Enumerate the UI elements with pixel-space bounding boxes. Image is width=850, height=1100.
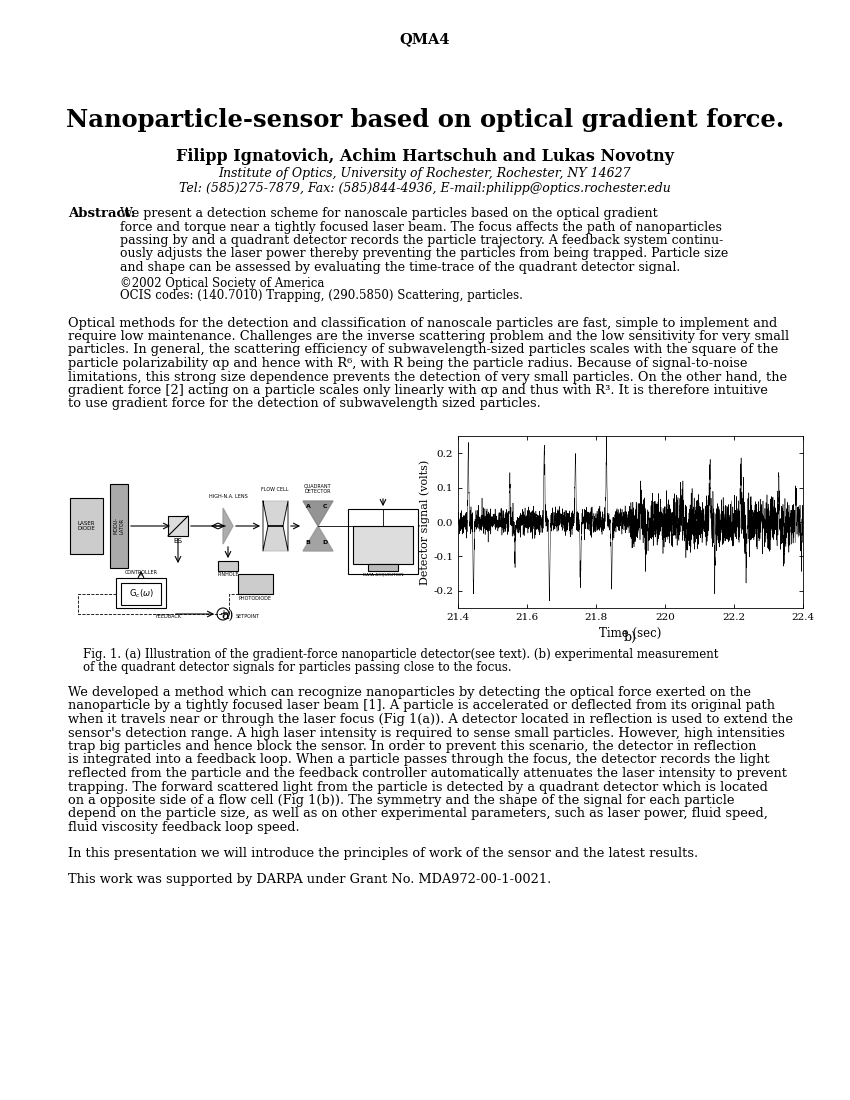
Text: Institute of Optics, University of Rochester, Rochester, NY 14627: Institute of Optics, University of Roche… <box>218 167 632 180</box>
Text: limitations, this strong size dependence prevents the detection of very small pa: limitations, this strong size dependence… <box>68 371 787 384</box>
Text: a): a) <box>222 610 235 623</box>
Bar <box>70 498 103 554</box>
Text: B: B <box>305 540 310 544</box>
Text: Abstract:: Abstract: <box>68 207 135 220</box>
Text: QUADRANT: QUADRANT <box>304 484 332 490</box>
Text: force and torque near a tightly focused laser beam. The focus affects the path o: force and torque near a tightly focused … <box>120 220 722 233</box>
Polygon shape <box>303 500 333 526</box>
Text: particles. In general, the scattering efficiency of subwavelength-sized particle: particles. In general, the scattering ef… <box>68 343 779 356</box>
Text: This work was supported by DARPA under Grant No. MDA972-00-1-0021.: This work was supported by DARPA under G… <box>68 873 552 886</box>
Text: MODU-
LATOR: MODU- LATOR <box>114 517 124 535</box>
Bar <box>368 564 398 571</box>
Text: on a opposite side of a flow cell (Fig 1(b)). The symmetry and the shape of the : on a opposite side of a flow cell (Fig 1… <box>68 794 734 807</box>
Text: DATA ACQUISITION: DATA ACQUISITION <box>363 573 403 578</box>
Text: when it travels near or through the laser focus (Fig 1(a)). A detector located i: when it travels near or through the lase… <box>68 713 793 726</box>
Text: PHOTODIODE: PHOTODIODE <box>239 596 271 601</box>
Text: ously adjusts the laser power thereby preventing the particles from being trappe: ously adjusts the laser power thereby pr… <box>120 248 728 261</box>
Bar <box>348 509 418 574</box>
Text: Nanoparticle-sensor based on optical gradient force.: Nanoparticle-sensor based on optical gra… <box>65 108 784 132</box>
Text: Optical methods for the detection and classification of nanoscale particles are : Optical methods for the detection and cl… <box>68 317 777 330</box>
Text: trapping. The forward scattered light from the particle is detected by a quadran: trapping. The forward scattered light fr… <box>68 781 768 793</box>
Text: trap big particles and hence block the sensor. In order to prevent this scenario: trap big particles and hence block the s… <box>68 740 756 754</box>
Text: passing by and a quadrant detector records the particle trajectory. A feedback s: passing by and a quadrant detector recor… <box>120 234 723 248</box>
Text: sensor's detection range. A high laser intensity is required to sense small part: sensor's detection range. A high laser i… <box>68 726 785 739</box>
Bar <box>218 561 238 571</box>
Text: of the quadrant detector signals for particles passing close to the focus.: of the quadrant detector signals for par… <box>83 661 512 674</box>
Text: reflected from the particle and the feedback controller automatically attenuates: reflected from the particle and the feed… <box>68 767 787 780</box>
X-axis label: Time (sec): Time (sec) <box>599 627 661 640</box>
Text: FLOW CELL: FLOW CELL <box>261 487 289 492</box>
Bar <box>238 574 273 594</box>
Text: nanoparticle by a tightly focused laser beam [1]. A particle is accelerated or d: nanoparticle by a tightly focused laser … <box>68 700 775 713</box>
Text: is integrated into a feedback loop. When a particle passes through the focus, th: is integrated into a feedback loop. When… <box>68 754 769 767</box>
Bar <box>110 484 128 568</box>
Text: FEEDBACK: FEEDBACK <box>155 614 181 619</box>
Polygon shape <box>223 508 233 544</box>
Text: OCIS codes: (140.7010) Trapping, (290.5850) Scattering, particles.: OCIS codes: (140.7010) Trapping, (290.58… <box>120 289 523 302</box>
Text: particle polarizability αp and hence with R⁶, with R being the particle radius. : particle polarizability αp and hence wit… <box>68 358 747 370</box>
Bar <box>121 583 161 605</box>
Text: HIGH-N.A. LENS: HIGH-N.A. LENS <box>208 494 247 499</box>
Text: to use gradient force for the detection of subwavelength sized particles.: to use gradient force for the detection … <box>68 397 541 410</box>
Text: Filipp Ignatovich, Achim Hartschuh and Lukas Novotny: Filipp Ignatovich, Achim Hartschuh and L… <box>176 148 674 165</box>
Text: SETPOINT: SETPOINT <box>236 614 260 619</box>
Text: and shape can be assessed by evaluating the time-trace of the quadrant detector : and shape can be assessed by evaluating … <box>120 261 680 274</box>
Text: require low maintenance. Challenges are the inverse scattering problem and the l: require low maintenance. Challenges are … <box>68 330 789 343</box>
Text: BS: BS <box>173 538 183 544</box>
Text: PINHOLE: PINHOLE <box>218 572 239 578</box>
Text: ©2002 Optical Society of America: ©2002 Optical Society of America <box>120 276 325 289</box>
Text: We developed a method which can recognize nanoparticles by detecting the optical: We developed a method which can recogniz… <box>68 686 751 698</box>
Text: +: + <box>219 609 227 619</box>
Text: We present a detection scheme for nanoscale particles based on the optical gradi: We present a detection scheme for nanosc… <box>120 207 658 220</box>
Text: CONTROLLER: CONTROLLER <box>124 570 157 575</box>
Circle shape <box>217 608 229 620</box>
Bar <box>353 526 413 564</box>
Text: b): b) <box>624 631 637 644</box>
Polygon shape <box>263 526 288 551</box>
Polygon shape <box>303 526 333 551</box>
Text: C: C <box>323 504 327 509</box>
Text: LASER
DIODE: LASER DIODE <box>77 520 95 531</box>
Text: fluid viscosity feedback loop speed.: fluid viscosity feedback loop speed. <box>68 821 299 834</box>
Bar <box>116 578 166 608</box>
Text: Fig. 1. (a) Illustration of the gradient-force nanoparticle detector(see text). : Fig. 1. (a) Illustration of the gradient… <box>83 648 718 661</box>
Text: Tel: (585)275-7879, Fax: (585)844-4936, E-mail:philipp@optics.rochester.edu: Tel: (585)275-7879, Fax: (585)844-4936, … <box>179 182 671 195</box>
Text: QMA4: QMA4 <box>400 32 451 46</box>
Text: gradient force [2] acting on a particle scales only linearly with αp and thus wi: gradient force [2] acting on a particle … <box>68 384 768 397</box>
Bar <box>168 516 188 536</box>
Polygon shape <box>263 500 288 526</box>
Text: depend on the particle size, as well as on other experimental parameters, such a: depend on the particle size, as well as … <box>68 807 768 821</box>
Text: In this presentation we will introduce the principles of work of the sensor and : In this presentation we will introduce t… <box>68 847 698 860</box>
Text: G$_c$($\omega$): G$_c$($\omega$) <box>128 587 154 601</box>
Text: D: D <box>322 540 327 544</box>
Y-axis label: Detector signal (volts): Detector signal (volts) <box>420 460 430 584</box>
Text: DETECTOR: DETECTOR <box>305 490 332 494</box>
Text: A: A <box>305 504 310 509</box>
